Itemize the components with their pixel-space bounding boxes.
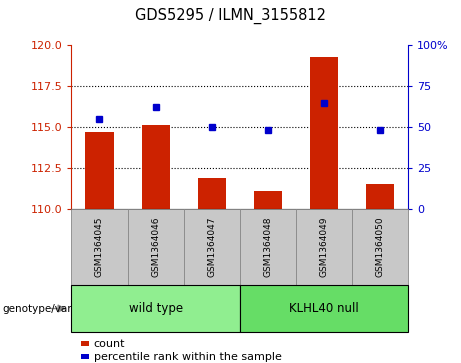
Text: count: count (94, 339, 125, 348)
Bar (366, 184, 394, 209)
Bar (198, 178, 226, 209)
Text: KLHL40 null: KLHL40 null (289, 302, 359, 315)
Text: GDS5295 / ILMN_3155812: GDS5295 / ILMN_3155812 (135, 8, 326, 24)
Text: GSM1364049: GSM1364049 (319, 217, 328, 277)
Bar (310, 57, 338, 209)
Text: GSM1364050: GSM1364050 (375, 216, 384, 277)
Text: GSM1364045: GSM1364045 (95, 217, 104, 277)
Text: GSM1364046: GSM1364046 (151, 217, 160, 277)
Text: GSM1364047: GSM1364047 (207, 217, 216, 277)
Text: GSM1364048: GSM1364048 (263, 217, 272, 277)
Bar (254, 191, 282, 209)
Bar (142, 125, 170, 209)
Text: wild type: wild type (129, 302, 183, 315)
Bar (85, 132, 113, 209)
Text: percentile rank within the sample: percentile rank within the sample (94, 352, 282, 362)
Text: genotype/variation: genotype/variation (2, 303, 101, 314)
